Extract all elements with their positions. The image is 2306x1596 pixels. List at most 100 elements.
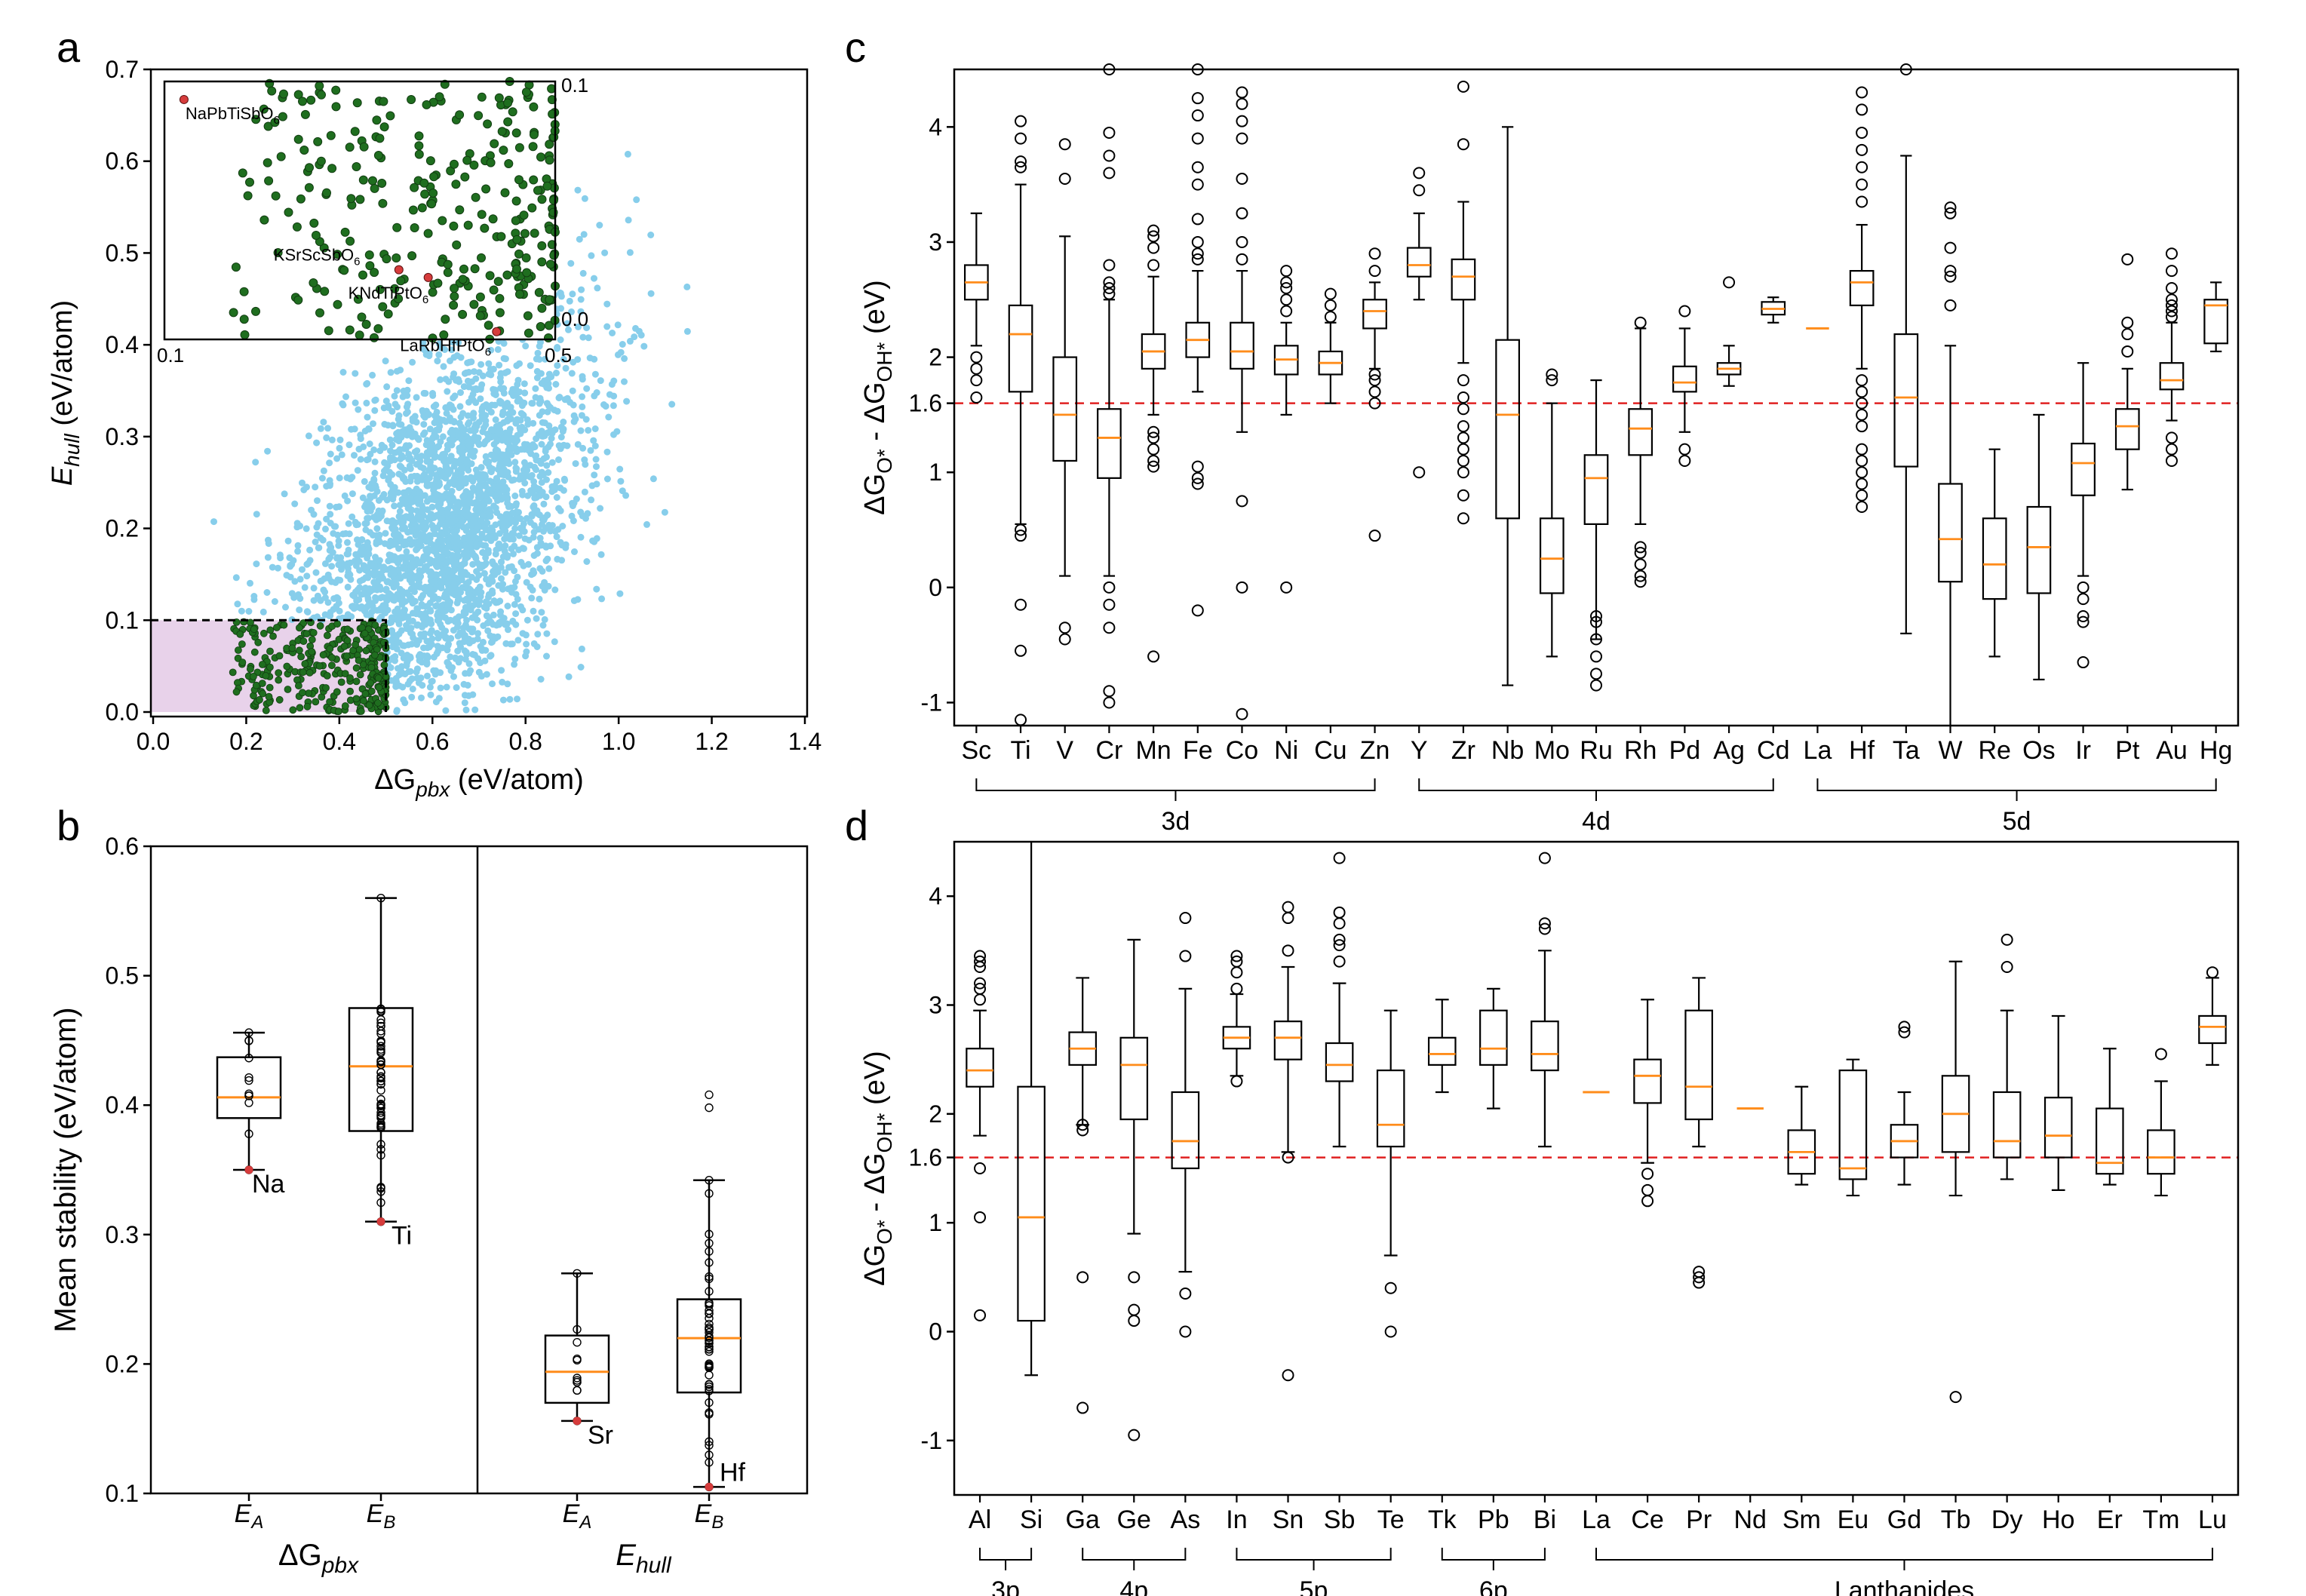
x-tick-label-eu: Eu	[1838, 1505, 1869, 1534]
scatter-point	[483, 575, 490, 583]
scatter-point	[600, 401, 607, 408]
scatter-point	[520, 545, 527, 552]
scatter-point	[383, 579, 391, 585]
scatter-point	[625, 216, 632, 224]
inset-stable-point	[477, 253, 486, 262]
outlier-point	[2154, 1048, 2167, 1060]
scatter-point	[521, 426, 529, 434]
scatter-point	[498, 558, 505, 566]
scatter-point	[521, 389, 529, 397]
outlier-point	[2121, 328, 2134, 341]
outlier-point	[1179, 1287, 1192, 1300]
outlier-point	[1944, 299, 1957, 312]
scatter-point	[487, 534, 495, 542]
y-tick-label: 2	[929, 344, 942, 371]
x-tick-label-ni: Ni	[1274, 736, 1298, 765]
scatter-point	[591, 355, 598, 363]
scatter-point	[511, 493, 519, 499]
scatter-point	[423, 482, 431, 490]
scatter-point	[477, 493, 485, 500]
scatter-point	[428, 620, 435, 628]
scatter-point	[305, 560, 312, 567]
scatter-point	[425, 352, 433, 360]
stable-point	[367, 679, 375, 687]
outlier-point	[1103, 622, 1116, 634]
scatter-point	[453, 623, 461, 631]
scatter-point	[585, 334, 592, 342]
scatter-point	[598, 595, 606, 603]
y-tick-label: 3	[929, 992, 942, 1019]
stable-point	[333, 620, 342, 628]
scatter-point	[487, 346, 495, 354]
scatter-point	[413, 447, 421, 455]
scatter-point	[482, 535, 490, 542]
outlier-point	[1236, 132, 1248, 145]
scatter-point	[477, 593, 484, 600]
inset-stable-point	[251, 306, 260, 316]
stable-point	[326, 645, 334, 653]
outlier-point	[1282, 912, 1294, 925]
outlier-point	[1949, 1391, 1962, 1404]
inset-stable-point	[279, 89, 288, 99]
outlier-point	[1641, 1183, 1654, 1196]
inset-stable-point	[494, 93, 504, 103]
scatter-point	[376, 615, 384, 622]
scatter-point	[537, 676, 545, 683]
scatter-point	[533, 367, 541, 375]
outlier-point	[1191, 235, 1204, 248]
scatter-point	[283, 572, 290, 579]
scatter-point	[364, 549, 371, 557]
scatter-point	[339, 369, 347, 376]
scatter-point	[668, 401, 676, 408]
scatter-point	[352, 399, 359, 407]
scatter-point	[414, 621, 422, 628]
scatter-point	[418, 694, 425, 701]
outlier-point	[1236, 97, 1248, 110]
scatter-point	[413, 668, 420, 676]
scatter-point	[486, 463, 493, 471]
scatter-point	[327, 520, 334, 526]
scatter-point	[404, 680, 412, 688]
scatter-point	[401, 606, 408, 614]
scatter-point	[339, 530, 347, 538]
scatter-point	[416, 488, 423, 496]
scatter-point	[479, 428, 487, 435]
inset-stable-point	[452, 240, 462, 250]
inset-stable-point	[545, 155, 554, 165]
scatter-point	[469, 637, 477, 644]
scatter-point	[363, 611, 370, 618]
panel-a-inset-x-tick-max: 0.5	[545, 344, 572, 367]
outlier-point	[2165, 282, 2178, 294]
stable-point	[374, 699, 382, 707]
scatter-point	[453, 684, 460, 692]
inset-stable-point	[451, 180, 461, 189]
x-tick-label-te: Te	[1377, 1505, 1405, 1534]
scatter-point	[568, 308, 575, 315]
scatter-point	[452, 618, 459, 625]
scatter-point	[420, 644, 427, 652]
scatter-point	[372, 594, 379, 601]
scatter-point	[519, 630, 527, 637]
outlier-point	[1179, 950, 1192, 962]
scatter-point	[517, 603, 524, 610]
scatter-point	[464, 377, 471, 385]
scatter-point	[517, 446, 525, 453]
scatter-point	[411, 574, 419, 582]
scatter-point	[489, 578, 496, 585]
scatter-point	[588, 496, 595, 504]
scatter-point	[553, 370, 560, 376]
scatter-point	[346, 559, 354, 566]
scatter-point	[419, 339, 427, 346]
inset-stable-point	[503, 98, 513, 108]
scatter-point	[616, 590, 624, 597]
box	[1495, 339, 1520, 520]
group-label: 4d	[1582, 807, 1611, 836]
scatter-point	[370, 420, 376, 428]
scatter-point	[461, 647, 468, 655]
inset-stable-point	[315, 308, 324, 318]
inset-stable-point	[450, 159, 459, 169]
outlier-point	[1457, 420, 1469, 433]
outlier-point	[1147, 241, 1160, 254]
inset-stable-point	[293, 295, 303, 305]
